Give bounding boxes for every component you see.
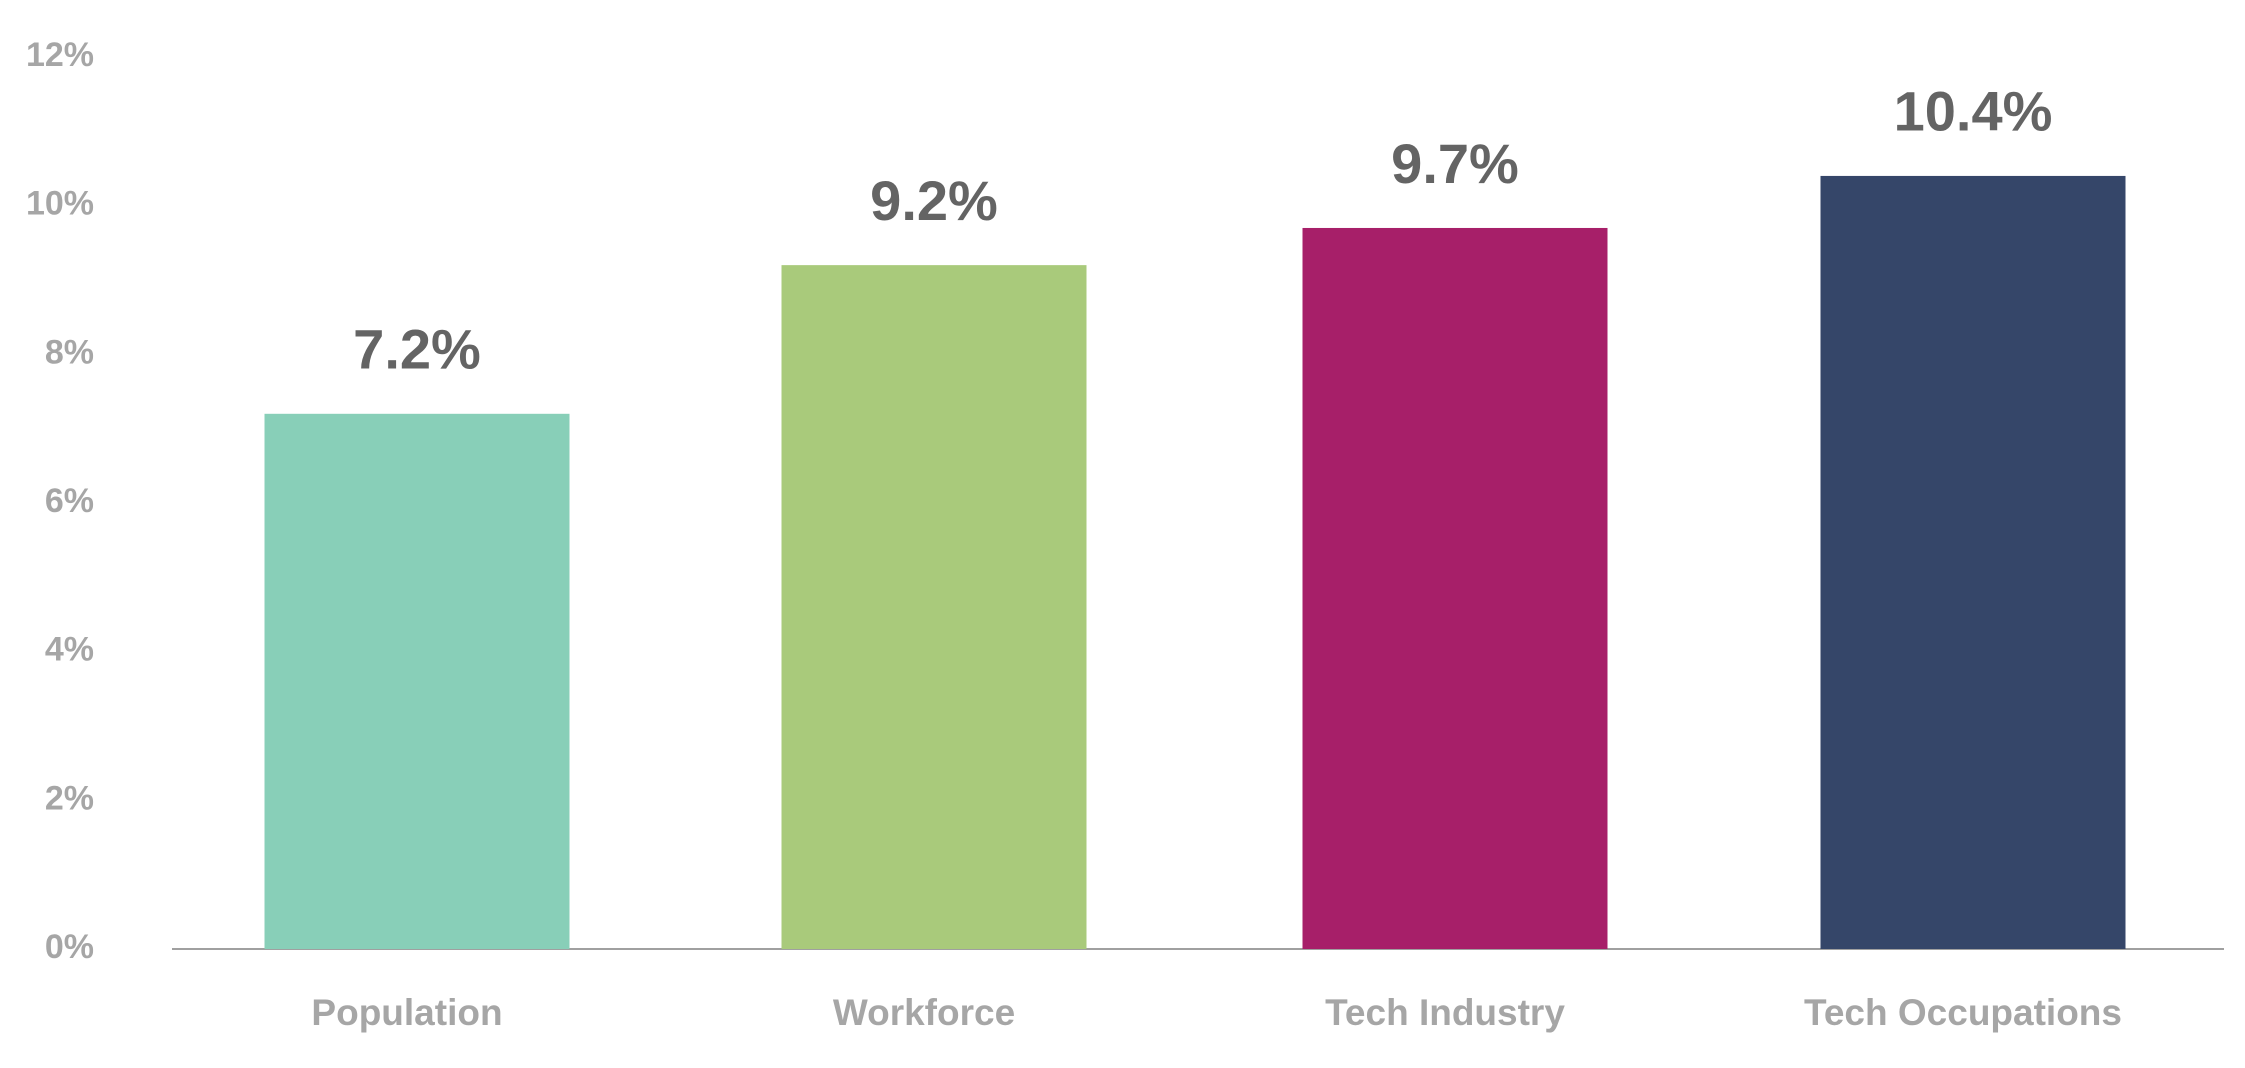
bar — [1820, 175, 2126, 949]
bar — [781, 265, 1087, 950]
y-tick-label: 6% — [45, 482, 94, 520]
y-tick-label: 4% — [45, 631, 94, 669]
y-tick-label: 8% — [45, 333, 94, 371]
value-label: 10.4% — [1894, 80, 2053, 143]
bar — [264, 413, 570, 949]
x-tick-label: Tech Occupations — [1804, 992, 2122, 1033]
x-tick-label: Workforce — [833, 992, 1015, 1033]
y-tick-label: 2% — [45, 779, 94, 817]
x-tick-label: Tech Industry — [1325, 992, 1565, 1033]
bar — [1302, 227, 1608, 949]
value-label: 9.7% — [1391, 132, 1519, 195]
y-tick-label: 12% — [26, 36, 94, 74]
y-tick-label: 10% — [26, 185, 94, 223]
x-tick-label: Population — [311, 992, 502, 1033]
y-tick-label: 0% — [45, 928, 94, 966]
value-label: 9.2% — [870, 169, 998, 232]
value-label: 7.2% — [353, 318, 481, 381]
